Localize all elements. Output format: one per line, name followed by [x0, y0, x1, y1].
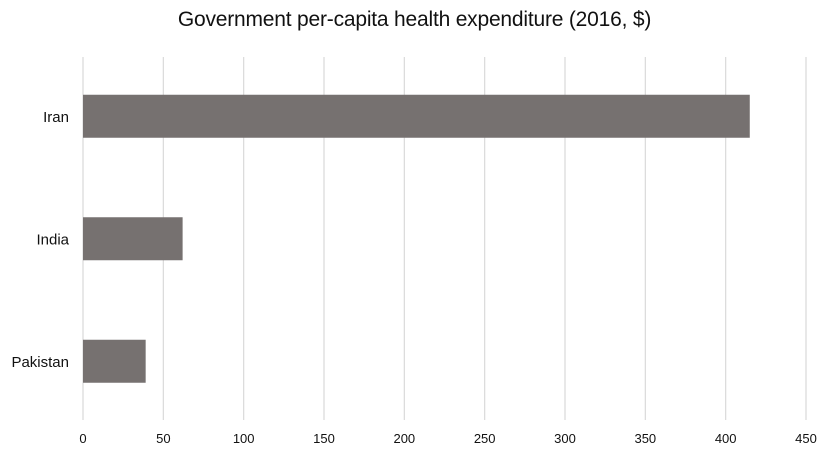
bars: [83, 94, 750, 383]
x-tick-label: 50: [156, 431, 170, 446]
x-tick-label: 350: [634, 431, 656, 446]
x-tick-label: 450: [795, 431, 817, 446]
x-tick-label: 200: [393, 431, 415, 446]
chart-title: Government per-capita health expenditure…: [177, 8, 652, 31]
x-tick-label: 300: [554, 431, 576, 446]
bar-india: [83, 217, 183, 261]
x-tick-label: 0: [79, 431, 86, 446]
bar-iran: [83, 94, 750, 138]
x-tick-label: 400: [715, 431, 737, 446]
bar-pakistan: [83, 339, 146, 383]
category-label-pakistan: Pakistan: [11, 354, 69, 371]
category-label-india: India: [36, 231, 69, 248]
x-tick-label: 150: [313, 431, 335, 446]
category-label-iran: Iran: [43, 109, 69, 126]
x-tick-labels: 0 50 100 150 200 250 300 350 400 450: [79, 431, 816, 446]
category-labels: Iran India Pakistan: [11, 109, 69, 371]
x-tick-label: 100: [233, 431, 255, 446]
x-tick-label: 250: [474, 431, 496, 446]
